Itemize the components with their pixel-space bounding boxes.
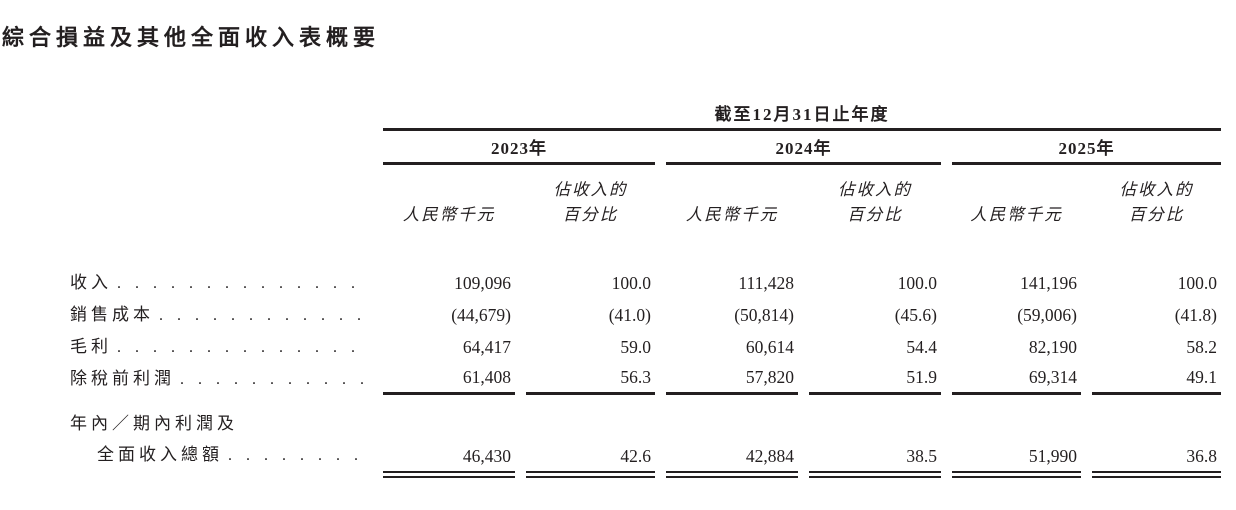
- value-cell: 36.8: [1092, 441, 1221, 478]
- leader-dots: . . . . . . . . . . . . . . . . . . . . …: [228, 447, 369, 464]
- value-cell: 57,820: [666, 363, 798, 395]
- value-cell: 42,884: [666, 441, 798, 478]
- value-cell: (50,814): [734, 305, 794, 325]
- leader-dots: . . . . . . . . . . . . . . . . . . . . …: [117, 339, 369, 356]
- table-row-total-comprehensive-income: 年內／期內利潤及 全面收入總額 . . . . . . . . . . . . …: [63, 407, 1221, 478]
- percent-header-2023: 佔收入的 百分比: [526, 177, 655, 227]
- table-row-revenue: 收入 . . . . . . . . . . . . . . . . . . .…: [63, 267, 1221, 299]
- percent-header-2024: 佔收入的 百分比: [809, 177, 941, 227]
- value-cell: (44,679): [451, 305, 511, 325]
- percent-header-line2: 百分比: [1128, 205, 1185, 224]
- percent-header-2025: 佔收入的 百分比: [1092, 177, 1221, 227]
- leader-dots: . . . . . . . . . . . . . . . . . . . . …: [117, 275, 369, 292]
- value-cell: 109,096: [454, 273, 511, 293]
- value-cell: 49.1: [1092, 363, 1221, 395]
- leader-dots: . . . . . . . . . . . . . . . . . . . . …: [159, 307, 369, 324]
- row-label-text: 毛利: [70, 337, 112, 356]
- value-cell: 59.0: [620, 337, 651, 357]
- table-body: 收入 . . . . . . . . . . . . . . . . . . .…: [63, 267, 1221, 478]
- table-period-header-row: 截至12月31日止年度: [63, 96, 1221, 131]
- label-column-spacer: [63, 96, 372, 131]
- value-cell: 100.0: [897, 273, 937, 293]
- label-column-spacer: [63, 177, 372, 227]
- value-cell: 56.3: [526, 363, 655, 395]
- value-cell: (41.0): [608, 305, 651, 325]
- row-label: 除稅前利潤 . . . . . . . . . . . . . . . . . …: [63, 363, 372, 395]
- subheader-blank: [952, 177, 1081, 202]
- value-cell: 64,417: [462, 337, 511, 357]
- year-header-2023: 2023年: [383, 138, 655, 165]
- page-title: 綜合損益及其他全面收入表概要: [2, 25, 381, 50]
- value-cell: (59,006): [1017, 305, 1077, 325]
- amount-header-label: 人民幣千元: [402, 205, 496, 224]
- amount-header-2023: 人民幣千元: [383, 177, 515, 227]
- value-cell: 42.6: [526, 441, 655, 478]
- value-cell: 82,190: [1028, 337, 1077, 357]
- label-column-spacer: [63, 138, 372, 165]
- value-cell: 38.5: [809, 441, 941, 478]
- value-cell: (45.6): [894, 305, 937, 325]
- value-cell: 141,196: [1020, 273, 1077, 293]
- table-year-header-row: 2023年 2024年 2025年: [63, 138, 1221, 165]
- value-cell: 58.2: [1186, 337, 1217, 357]
- value-cell: 51,990: [952, 441, 1081, 478]
- value-cell: 69,314: [952, 363, 1081, 395]
- subheader-blank: [383, 177, 515, 202]
- amount-header-2025: 人民幣千元: [952, 177, 1081, 227]
- row-label-line1: 年內／期內利潤及: [70, 414, 238, 433]
- row-label-text: 全面收入總額: [97, 445, 223, 464]
- value-cell: 46,430: [383, 441, 515, 478]
- row-label-text: 除稅前利潤: [70, 369, 175, 388]
- amount-header-2024: 人民幣千元: [666, 177, 798, 227]
- percent-header-line2: 百分比: [562, 205, 619, 224]
- value-cell: 100.0: [611, 273, 651, 293]
- value-cell: 61,408: [383, 363, 515, 395]
- value-cell: 54.4: [906, 337, 937, 357]
- amount-header-label: 人民幣千元: [970, 205, 1063, 224]
- amount-header-label: 人民幣千元: [685, 205, 779, 224]
- value-cell: (41.8): [1174, 305, 1217, 325]
- income-statement-summary-table: 截至12月31日止年度 2023年 2024年 2025年 人民幣千元 佔收入的…: [63, 96, 1221, 478]
- percent-header-line1: 佔收入的: [838, 180, 912, 199]
- value-cell: 111,428: [738, 273, 794, 293]
- table-row-profit-before-tax: 除稅前利潤 . . . . . . . . . . . . . . . . . …: [63, 363, 1221, 395]
- row-label-text: 收入: [70, 273, 112, 292]
- row-label-two-line: 年內／期內利潤及 全面收入總額 . . . . . . . . . . . . …: [63, 407, 372, 478]
- leader-dots: . . . . . . . . . . . . . . . . . . . . …: [180, 371, 369, 388]
- row-label-line2: 全面收入總額 . . . . . . . . . . . . . . . . .…: [63, 440, 372, 478]
- row-label: 毛利 . . . . . . . . . . . . . . . . . . .…: [63, 331, 372, 363]
- table-row-cost-of-sales: 銷售成本 . . . . . . . . . . . . . . . . . .…: [63, 299, 1221, 331]
- value-cell: 60,614: [745, 337, 794, 357]
- year-header-2025: 2025年: [952, 138, 1221, 165]
- year-header-2024: 2024年: [666, 138, 941, 165]
- table-subheader-row: 人民幣千元 佔收入的 百分比 人民幣千元 佔收入的 百分比 人民幣千元 佔收入的…: [63, 177, 1221, 227]
- value-cell: 100.0: [1177, 273, 1217, 293]
- row-label: 銷售成本 . . . . . . . . . . . . . . . . . .…: [63, 299, 372, 331]
- percent-header-line1: 佔收入的: [553, 180, 628, 199]
- table-row-gross-profit: 毛利 . . . . . . . . . . . . . . . . . . .…: [63, 331, 1221, 363]
- percent-header-line1: 佔收入的: [1119, 180, 1194, 199]
- percent-header-line2: 百分比: [847, 205, 903, 224]
- subheader-blank: [666, 177, 798, 202]
- value-cell: 51.9: [809, 363, 941, 395]
- row-label-text: 銷售成本: [70, 305, 154, 324]
- row-label: 收入 . . . . . . . . . . . . . . . . . . .…: [63, 267, 372, 299]
- period-header: 截至12月31日止年度: [383, 96, 1221, 131]
